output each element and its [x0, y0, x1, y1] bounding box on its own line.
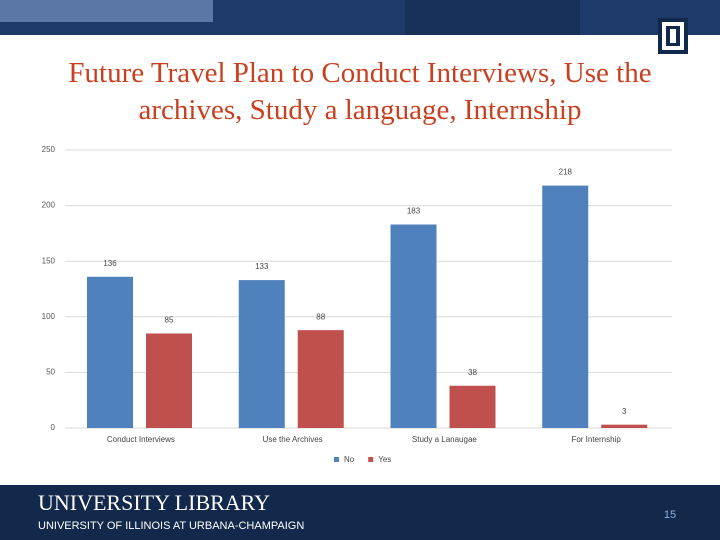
bar [87, 276, 133, 428]
y-tick-label: 150 [42, 256, 56, 265]
y-tick-label: 0 [51, 423, 56, 432]
y-tick-label: 50 [46, 368, 55, 377]
x-tick-label: Study a Lanaugae [412, 435, 477, 444]
x-tick-label: Conduct Interviews [107, 435, 175, 444]
y-tick-label: 100 [42, 312, 56, 321]
top-bar-block [0, 0, 213, 22]
value-label: 85 [165, 316, 174, 325]
y-tick-label: 250 [42, 145, 56, 154]
bar [146, 333, 192, 428]
page-number: 15 [664, 509, 676, 521]
value-label: 136 [103, 259, 117, 268]
bar [601, 424, 648, 428]
bar [390, 224, 437, 428]
legend-swatch [368, 457, 374, 462]
footer-title: UNIVERSITY LIBRARY [38, 490, 270, 515]
value-label: 133 [255, 262, 269, 271]
footer-subtitle: UNIVERSITY OF ILLINOIS AT URBANA-CHAMPAI… [38, 520, 304, 532]
bar [449, 385, 496, 428]
bar [238, 280, 285, 428]
y-tick-label: 200 [42, 201, 56, 210]
x-tick-label: Use the Archives [263, 435, 323, 444]
bar [542, 185, 589, 428]
x-tick-label: For Internship [571, 435, 621, 444]
value-label: 218 [559, 168, 573, 177]
chart-title: Future Travel Plan to Conduct Interviews… [68, 57, 652, 126]
bar [297, 330, 344, 428]
value-label: 38 [468, 368, 477, 377]
value-label: 3 [622, 407, 627, 416]
legend-label: Yes [378, 455, 391, 464]
legend-label: No [344, 455, 355, 464]
value-label: 88 [316, 312, 325, 321]
top-bar-block [405, 0, 580, 35]
logo [658, 18, 688, 54]
legend-swatch [334, 457, 339, 462]
footer-bar [0, 485, 720, 540]
value-label: 183 [407, 207, 421, 216]
